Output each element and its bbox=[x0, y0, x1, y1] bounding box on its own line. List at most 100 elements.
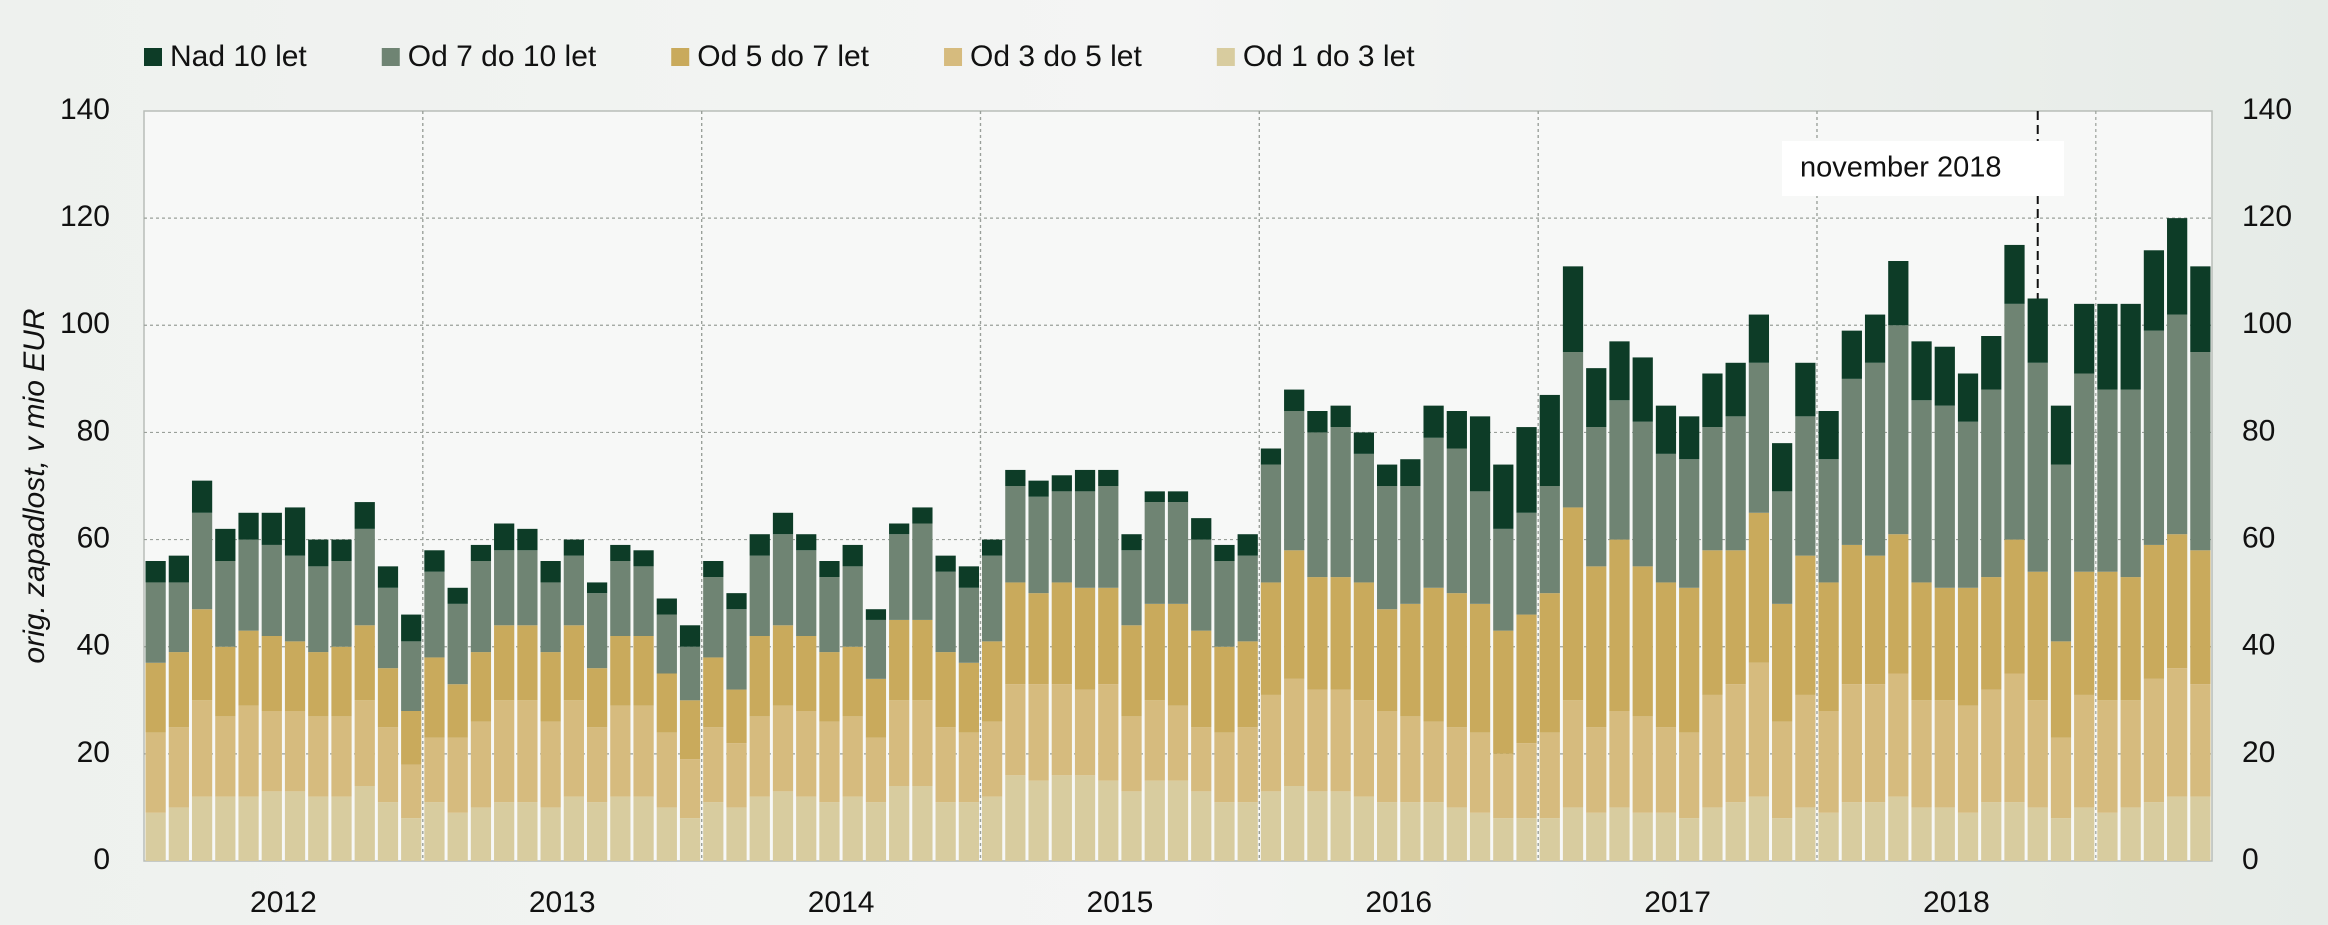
bar-segment bbox=[261, 711, 282, 792]
y-tick-label: 80 bbox=[77, 414, 110, 447]
bar-segment bbox=[401, 764, 422, 819]
bar-segment bbox=[1493, 818, 1514, 861]
bar-segment bbox=[308, 566, 329, 653]
bar-segment bbox=[1423, 405, 1444, 438]
bar-segment bbox=[981, 641, 1003, 722]
bar-segment bbox=[1330, 405, 1351, 428]
bar-segment bbox=[1934, 700, 1955, 808]
bar-segment bbox=[238, 512, 259, 540]
bar-segment bbox=[447, 587, 468, 604]
bar-segment bbox=[354, 625, 375, 701]
bar-segment bbox=[377, 802, 399, 861]
bar-segment bbox=[749, 796, 770, 861]
bar-segment bbox=[1191, 630, 1212, 728]
bar-segment bbox=[1911, 807, 1932, 861]
bar-segment bbox=[1237, 802, 1258, 861]
bar-segment bbox=[958, 566, 979, 588]
bar-segment bbox=[331, 646, 352, 717]
bar-segment bbox=[1934, 807, 1955, 861]
bar-segment bbox=[168, 652, 189, 728]
bar-segment bbox=[842, 646, 863, 717]
bar-segment bbox=[1516, 818, 1537, 861]
bar-segment bbox=[494, 625, 515, 701]
bar-segment bbox=[1493, 630, 1514, 754]
bar-segment bbox=[1028, 496, 1049, 594]
bar-segment bbox=[610, 561, 631, 636]
bar-segment bbox=[819, 652, 840, 722]
bar-segment bbox=[2190, 796, 2211, 861]
bar-segment bbox=[1260, 464, 1282, 583]
bar-segment bbox=[1074, 587, 1096, 690]
bar-segment bbox=[796, 550, 817, 636]
bar-segment bbox=[796, 534, 817, 551]
bar-segment bbox=[2167, 534, 2188, 669]
bar-segment bbox=[726, 609, 747, 690]
bar-segment bbox=[1818, 711, 1839, 813]
bar-segment bbox=[703, 561, 724, 578]
bar-segment bbox=[2167, 796, 2188, 861]
bar-segment bbox=[1493, 528, 1514, 631]
bar-segment bbox=[1609, 539, 1630, 711]
bar-segment bbox=[1539, 818, 1560, 861]
bar-segment bbox=[215, 528, 236, 561]
bar-segment bbox=[1028, 780, 1049, 861]
bar-segment bbox=[865, 678, 887, 738]
bar-segment bbox=[1957, 373, 1979, 422]
bar-segment bbox=[1748, 512, 1770, 663]
bar-segment bbox=[1284, 550, 1305, 679]
bar-segment bbox=[331, 561, 352, 647]
bar-segment bbox=[1167, 780, 1189, 861]
bar-segment bbox=[331, 539, 352, 561]
legend-label: Od 5 do 7 let bbox=[697, 40, 869, 73]
y-tick-label: 60 bbox=[77, 521, 110, 554]
bar-segment bbox=[1144, 491, 1165, 503]
bar-segment bbox=[679, 700, 701, 760]
bar-segment bbox=[1539, 732, 1560, 819]
bar-segment bbox=[2167, 314, 2188, 535]
bar-segment bbox=[1469, 732, 1491, 813]
bar-segment bbox=[1446, 593, 1467, 728]
bar-segment bbox=[1888, 534, 1909, 674]
bar-segment bbox=[563, 796, 584, 861]
bar-segment bbox=[424, 571, 445, 658]
bar-segment bbox=[1679, 587, 1700, 733]
bar-segment bbox=[2120, 577, 2141, 701]
bar-segment bbox=[2120, 303, 2141, 390]
bar-segment bbox=[1586, 368, 1607, 428]
bar-segment bbox=[563, 539, 584, 556]
bar-segment bbox=[1005, 582, 1026, 685]
bar-segment bbox=[2097, 700, 2118, 813]
bar-segment bbox=[517, 550, 538, 626]
bar-segment bbox=[1377, 802, 1398, 861]
bar-segment bbox=[1307, 689, 1328, 792]
y-tick-label: 40 bbox=[77, 629, 110, 662]
bar-segment bbox=[1981, 689, 2002, 803]
bar-segment bbox=[563, 625, 584, 701]
bar-segment bbox=[2050, 464, 2072, 642]
bar-segment bbox=[494, 700, 515, 803]
bar-segment bbox=[191, 700, 213, 797]
bar-segment bbox=[726, 689, 747, 744]
bar-segment bbox=[2143, 250, 2165, 331]
bar-segment bbox=[633, 550, 654, 567]
bar-segment bbox=[1400, 459, 1421, 486]
bar-segment bbox=[1609, 711, 1630, 808]
bar-segment bbox=[1562, 352, 1584, 508]
bar-segment bbox=[1818, 459, 1839, 583]
bar-segment bbox=[1772, 603, 1793, 722]
bar-segment bbox=[1005, 486, 1026, 583]
annotation-box bbox=[1782, 141, 2064, 196]
y2-tick-label: 100 bbox=[2242, 307, 2292, 340]
bar-segment bbox=[772, 625, 794, 706]
bar-segment bbox=[540, 561, 561, 583]
bar-segment bbox=[377, 668, 399, 728]
bar-segment bbox=[1957, 587, 1979, 706]
bar-segment bbox=[1632, 812, 1653, 861]
bar-segment bbox=[772, 791, 794, 861]
bar-segment bbox=[633, 636, 654, 706]
bar-segment bbox=[819, 721, 840, 803]
bar-segment bbox=[703, 577, 724, 658]
bar-segment bbox=[2143, 544, 2165, 679]
bar-segment bbox=[1748, 662, 1770, 797]
bar-segment bbox=[2074, 303, 2095, 374]
